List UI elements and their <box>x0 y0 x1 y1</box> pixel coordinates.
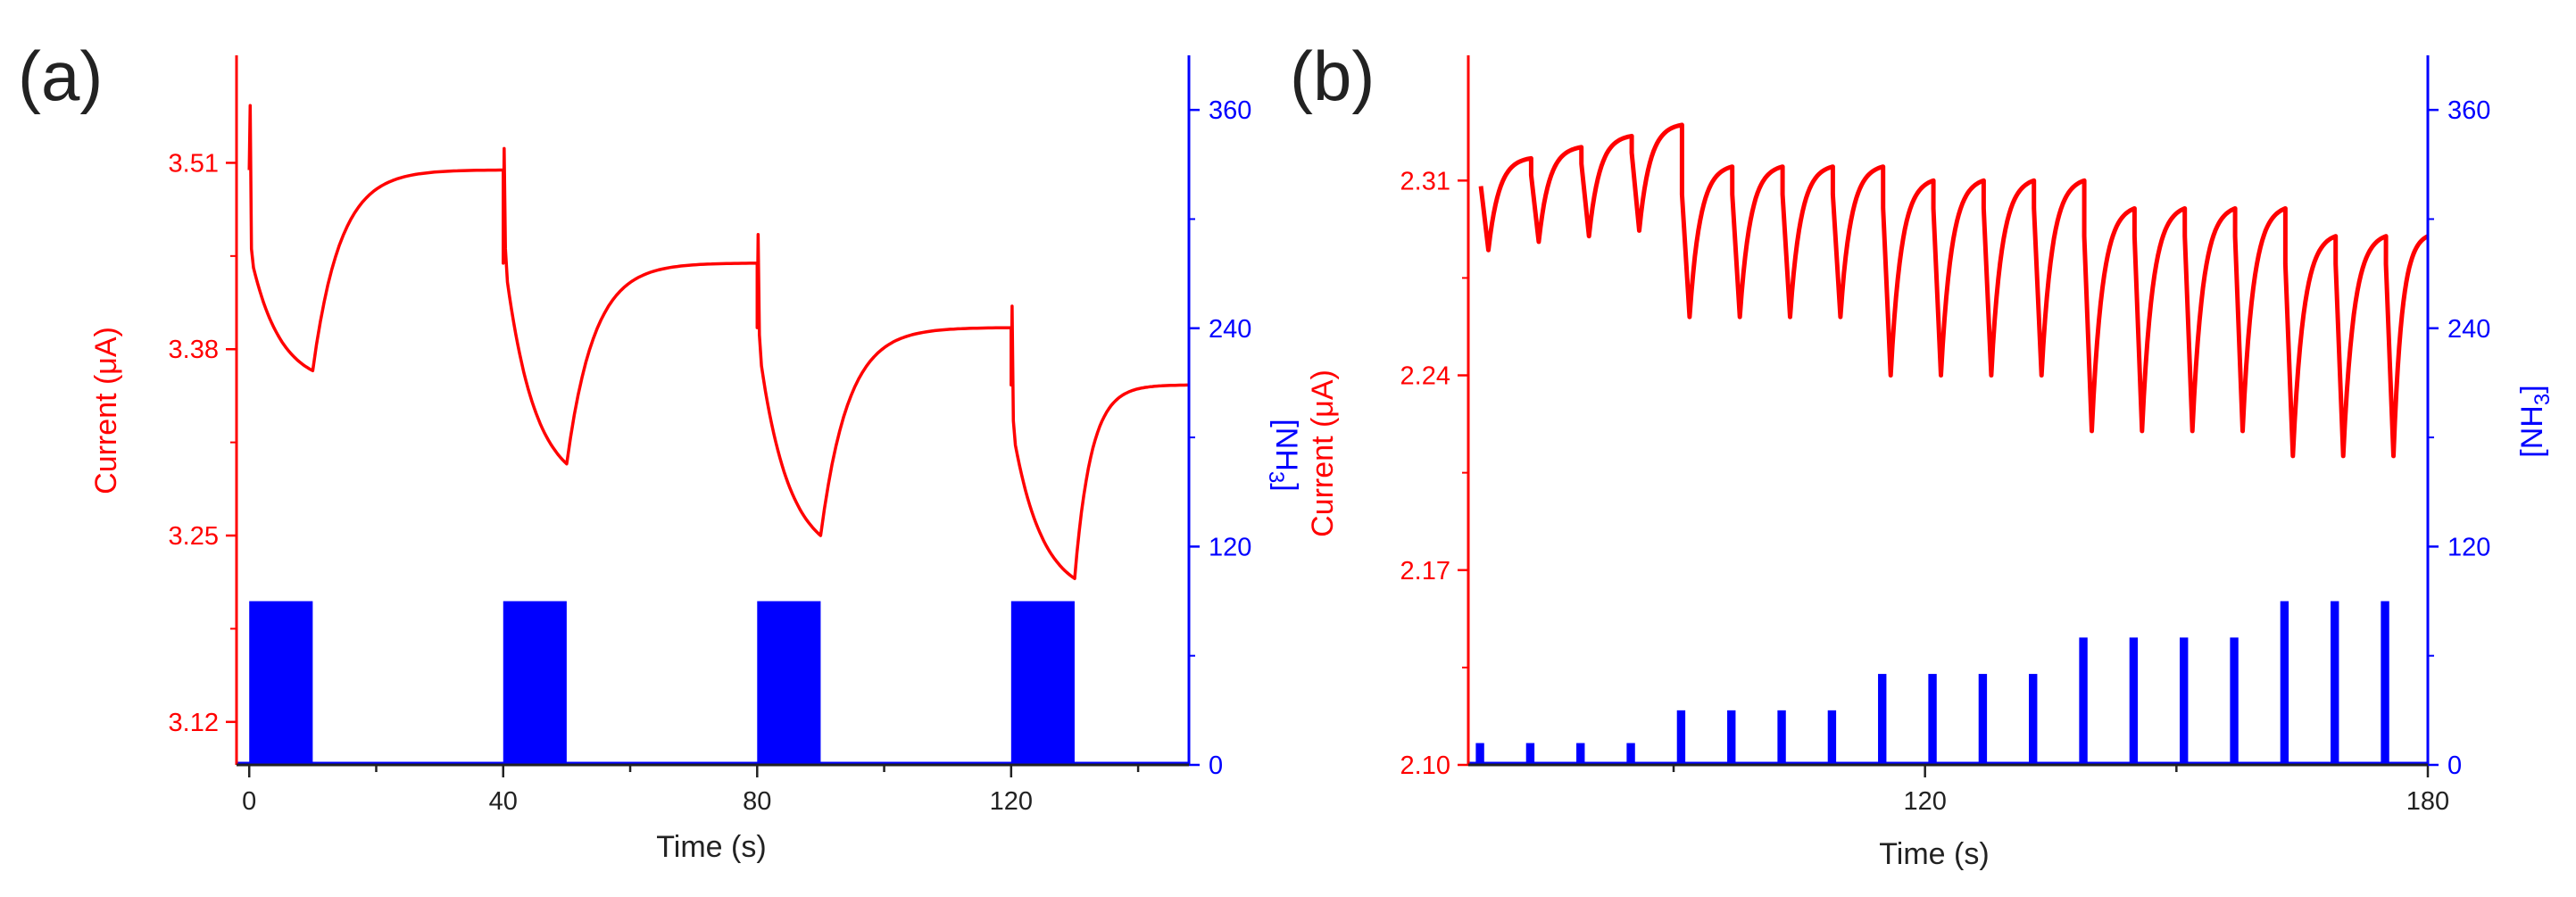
panel-a-label: (a) <box>18 37 103 115</box>
panel-b-nh3-pulse <box>2180 637 2189 765</box>
panel-b-nh3-pulse <box>1525 743 1535 765</box>
panel-a-x-tick-label: 0 <box>242 787 256 816</box>
panel-a-right-axis-title-sub: 3 <box>1264 471 1288 483</box>
panel-a-left-tick-label: 3.25 <box>169 522 219 551</box>
panel-a-left-tick-label: 3.51 <box>169 149 219 178</box>
panel-b-nh3-pulse <box>2280 601 2289 765</box>
panel-b-nh3-pulse <box>2029 674 2038 765</box>
panel-b-axes: 120 180 2.10 2.17 2.24 2.31 0 120 240 360 <box>1400 55 2490 816</box>
panel-a: (a) 0 40 80 120 3.12 3.25 3.38 3.51 0 120 240 360 T… <box>18 37 1303 864</box>
panel-a-x-tick-label: 120 <box>990 787 1033 816</box>
panel-a-plot-area <box>237 104 1189 765</box>
panel-b-nh3-pulse <box>1978 674 1988 765</box>
panel-b-right-axis-title-main: [NH <box>2515 405 2549 458</box>
panel-b-right-tick-label: 0 <box>2447 752 2462 780</box>
panel-b-left-tick-label: 2.17 <box>1400 557 1450 586</box>
panel-b: (b) 120 180 2.10 2.17 2.24 2.31 0 120 240 360 Tim… <box>1290 37 2555 871</box>
panel-a-x-tick-label: 40 <box>489 787 518 816</box>
panel-b-nh3-pulse <box>1727 710 1736 765</box>
panel-a-nh3-pulse <box>757 601 821 765</box>
panel-b-x-tick-label: 180 <box>2406 787 2449 816</box>
panel-a-left-tick-label: 3.38 <box>169 336 219 364</box>
panel-a-left-tick-label: 3.12 <box>169 709 219 737</box>
panel-b-left-tick-label: 2.24 <box>1400 362 1450 391</box>
panel-b-right-axis-title-sub: 3 <box>2530 394 2555 405</box>
panel-b-x-tick-label: 120 <box>1903 787 1946 816</box>
panel-a-right-tick-label: 360 <box>1209 96 1251 125</box>
panel-b-nh3-pulse <box>2129 637 2139 765</box>
panel-b-nh3-pulse <box>2381 601 2389 765</box>
panel-a-x-axis-title: Time (s) <box>656 830 766 864</box>
panel-b-nh3-pulse <box>1676 710 1686 765</box>
panel-b-nh3-pulse <box>1928 674 1937 765</box>
panel-b-left-tick-label: 2.31 <box>1400 167 1450 195</box>
panel-b-right-tick-label: 120 <box>2447 533 2490 561</box>
panel-b-label: (b) <box>1290 37 1375 115</box>
panel-a-right-axis-title: [NH3] <box>1264 419 1303 491</box>
panel-b-left-axis-title: Current (μA) <box>1306 370 1340 537</box>
panel-a-nh3-pulse <box>249 601 313 765</box>
panel-b-plot-area <box>1468 122 2430 765</box>
panel-b-nh3-pulse <box>1827 710 1837 765</box>
panel-b-right-tick-label: 240 <box>2447 315 2490 344</box>
panel-b-nh3-pulse <box>1878 674 1887 765</box>
panel-a-right-tick-label: 240 <box>1209 315 1251 344</box>
panel-b-nh3-pulse <box>1777 710 1786 765</box>
panel-b-nh3-pulse <box>1475 743 1484 765</box>
panel-b-right-tick-label: 360 <box>2447 96 2490 125</box>
panel-a-nh3-pulse <box>1010 601 1075 765</box>
panel-a-x-tick-label: 80 <box>743 787 771 816</box>
panel-a-right-tick-label: 0 <box>1209 752 1223 780</box>
panel-b-nh3-pulse <box>2331 601 2339 765</box>
panel-b-nh3-pulse <box>1576 743 1585 765</box>
panel-b-nh3-pulse <box>2230 637 2239 765</box>
panel-b-current-line <box>1478 122 2430 459</box>
panel-a-right-axis-title-main: [NH <box>1269 419 1303 471</box>
panel-a-left-axis-title: Current (μA) <box>89 327 123 494</box>
panel-a-current-line <box>247 104 1189 580</box>
panel-b-x-axis-title: Time (s) <box>1879 837 1989 871</box>
panel-b-nh3-pulse <box>2079 637 2088 765</box>
panel-a-right-tick-label: 120 <box>1209 533 1251 561</box>
panel-b-left-tick-label: 2.10 <box>1400 752 1450 780</box>
panel-a-nh3-pulse <box>503 601 567 765</box>
panel-b-nh3-pulse <box>1626 743 1635 765</box>
panel-a-right-axis-title-close: ] <box>1269 483 1303 491</box>
panel-b-right-axis-title: [NH3] <box>2515 385 2555 457</box>
panel-b-right-axis-title-close: ] <box>2515 385 2549 393</box>
panel-a-axes: 0 40 80 120 3.12 3.25 3.38 3.51 0 120 240 360 <box>169 55 1251 816</box>
